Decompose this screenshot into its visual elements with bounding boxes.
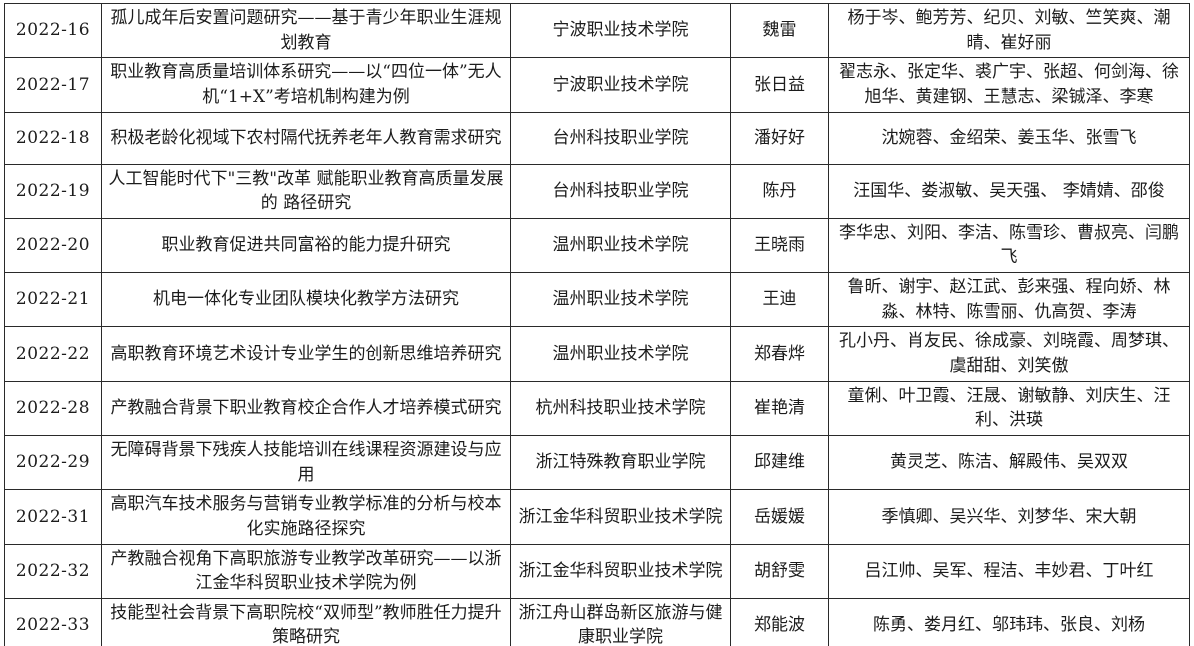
table-row: 2022-19 人工智能时代下"三教"改革 赋能职业教育高质量发展的 路径研究 …: [4, 163, 1190, 219]
project-leader-cell: 潘好好: [730, 111, 829, 165]
project-title-cell: 高职汽车技术服务与营销专业教学标准的分析与校本化实施路径探究: [101, 489, 511, 545]
institution-cell: 温州职业技术学院: [510, 272, 731, 328]
table-row: 2022-33 技能型社会背景下高职院校“双师型”教师胜任力提升策略研究 浙江舟…: [4, 597, 1190, 646]
institution-cell: 台州科技职业学院: [510, 111, 731, 165]
project-members-cell: 翟志永、张定华、裘广宇、张超、何剑海、徐旭华、黄建钢、王慧志、梁铖泽、李寒: [828, 57, 1190, 113]
table-row: 2022-22 高职教育环境艺术设计专业学生的创新思维培养研究 温州职业技术学院…: [4, 326, 1190, 382]
project-leader-cell: 郑能波: [730, 597, 829, 646]
project-title-cell: 积极老龄化视域下农村隔代抚养老年人教育需求研究: [101, 111, 511, 165]
institution-cell: 浙江金华科贸职业技术学院: [510, 543, 731, 599]
project-members-cell: 孔小丹、肖友民、徐成豪、刘晓霞、周梦琪、虞甜甜、刘笑傲: [828, 326, 1190, 382]
project-title-cell: 职业教育高质量培训体系研究——以“四位一体”无人机“1+X”考培机制构建为例: [101, 57, 511, 113]
project-members-cell: 黄灵芝、陈洁、解殿伟、吴双双: [828, 434, 1190, 491]
institution-cell: 浙江金华科贸职业技术学院: [510, 489, 731, 545]
project-leader-cell: 张日益: [730, 57, 829, 113]
project-members-cell: 童俐、叶卫霞、汪晟、谢敏静、刘庆生、汪利、洪瑛: [828, 380, 1190, 436]
project-title-cell: 机电一体化专业团队模块化教学方法研究: [101, 272, 511, 328]
project-code-cell: 2022-16: [4, 2, 102, 59]
project-code-cell: 2022-17: [4, 57, 102, 113]
project-members-cell: 吕江帅、吴军、程洁、丰妙君、丁叶红: [828, 543, 1190, 599]
table-row: 2022-32 产教融合视角下高职旅游专业教学改革研究——以浙江金华科贸职业技术…: [4, 543, 1190, 599]
project-code-cell: 2022-28: [4, 380, 102, 436]
project-approval-table: 2022-16 孤儿成年后安置问题研究——基于青少年职业生涯规划教育 宁波职业技…: [4, 2, 1190, 646]
project-title-cell: 无障碍背景下残疾人技能培训在线课程资源建设与应用: [101, 434, 511, 491]
project-leader-cell: 魏雷: [730, 2, 829, 59]
project-title-cell: 高职教育环境艺术设计专业学生的创新思维培养研究: [101, 326, 511, 382]
project-title-cell: 技能型社会背景下高职院校“双师型”教师胜任力提升策略研究: [101, 597, 511, 646]
project-members-cell: 李华忠、刘阳、李洁、陈雪珍、曹叔亮、闫鹏飞: [828, 217, 1190, 274]
project-code-cell: 2022-32: [4, 543, 102, 599]
table-row: 2022-21 机电一体化专业团队模块化教学方法研究 温州职业技术学院 王迪 鲁…: [4, 272, 1190, 328]
project-members-cell: 沈婉蓉、金绍荣、姜玉华、张雪飞: [828, 111, 1190, 165]
project-code-cell: 2022-31: [4, 489, 102, 545]
institution-cell: 杭州科技职业技术学院: [510, 380, 731, 436]
table-row: 2022-28 产教融合背景下职业教育校企合作人才培养模式研究 杭州科技职业技术…: [4, 380, 1190, 436]
table-row: 2022-18 积极老龄化视域下农村隔代抚养老年人教育需求研究 台州科技职业学院…: [4, 111, 1190, 165]
project-code-cell: 2022-18: [4, 111, 102, 165]
table-row: 2022-16 孤儿成年后安置问题研究——基于青少年职业生涯规划教育 宁波职业技…: [4, 2, 1190, 59]
project-code-cell: 2022-33: [4, 597, 102, 646]
project-leader-cell: 胡舒雯: [730, 543, 829, 599]
institution-cell: 温州职业技术学院: [510, 326, 731, 382]
project-leader-cell: 岳媛媛: [730, 489, 829, 545]
project-title-cell: 人工智能时代下"三教"改革 赋能职业教育高质量发展的 路径研究: [101, 163, 511, 219]
project-leader-cell: 邱建维: [730, 434, 829, 491]
institution-cell: 台州科技职业学院: [510, 163, 731, 219]
project-members-cell: 季慎卿、吴兴华、刘梦华、宋大朝: [828, 489, 1190, 545]
project-table-body: 2022-16 孤儿成年后安置问题研究——基于青少年职业生涯规划教育 宁波职业技…: [4, 2, 1190, 646]
project-title-cell: 产教融合背景下职业教育校企合作人才培养模式研究: [101, 380, 511, 436]
project-leader-cell: 王迪: [730, 272, 829, 328]
institution-cell: 浙江舟山群岛新区旅游与健康职业学院: [510, 597, 731, 646]
project-code-cell: 2022-21: [4, 272, 102, 328]
table-row: 2022-29 无障碍背景下残疾人技能培训在线课程资源建设与应用 浙江特殊教育职…: [4, 434, 1190, 491]
project-members-cell: 陈勇、娄月红、邬玮玮、张良、刘杨: [828, 597, 1190, 646]
project-leader-cell: 陈丹: [730, 163, 829, 219]
table-row: 2022-20 职业教育促进共同富裕的能力提升研究 温州职业技术学院 王晓雨 李…: [4, 217, 1190, 274]
institution-cell: 宁波职业技术学院: [510, 57, 731, 113]
project-code-cell: 2022-29: [4, 434, 102, 491]
project-code-cell: 2022-20: [4, 217, 102, 274]
institution-cell: 温州职业技术学院: [510, 217, 731, 274]
table-row: 2022-17 职业教育高质量培训体系研究——以“四位一体”无人机“1+X”考培…: [4, 57, 1190, 113]
project-title-cell: 产教融合视角下高职旅游专业教学改革研究——以浙江金华科贸职业技术学院为例: [101, 543, 511, 599]
project-code-cell: 2022-19: [4, 163, 102, 219]
project-title-cell: 职业教育促进共同富裕的能力提升研究: [101, 217, 511, 274]
project-members-cell: 汪国华、娄淑敏、吴天强、 李婧婧、邵俊: [828, 163, 1190, 219]
institution-cell: 宁波职业技术学院: [510, 2, 731, 59]
project-leader-cell: 崔艳清: [730, 380, 829, 436]
project-members-cell: 杨于岑、鲍芳芳、纪贝、刘敏、竺笑爽、潮晴、崔好丽: [828, 2, 1190, 59]
institution-cell: 浙江特殊教育职业学院: [510, 434, 731, 491]
project-leader-cell: 郑春烨: [730, 326, 829, 382]
table-row: 2022-31 高职汽车技术服务与营销专业教学标准的分析与校本化实施路径探究 浙…: [4, 489, 1190, 545]
project-code-cell: 2022-22: [4, 326, 102, 382]
project-title-cell: 孤儿成年后安置问题研究——基于青少年职业生涯规划教育: [101, 2, 511, 59]
project-leader-cell: 王晓雨: [730, 217, 829, 274]
project-members-cell: 鲁昕、谢宇、赵江武、彭来强、程向娇、林淼、林特、陈雪丽、仇高贺、李涛: [828, 272, 1190, 328]
